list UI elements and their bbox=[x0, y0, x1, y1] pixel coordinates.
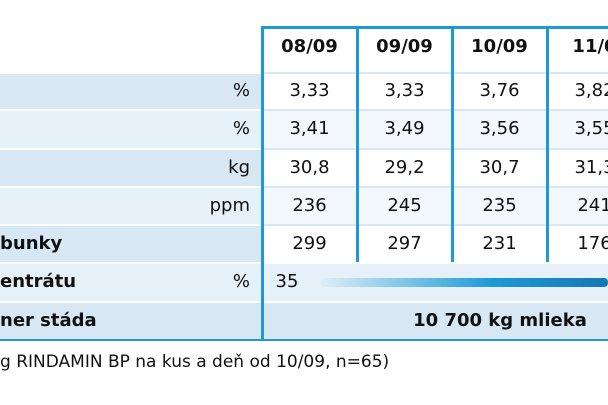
data-cell: 29,2 bbox=[384, 156, 425, 178]
data-cell-bg bbox=[262, 72, 357, 109]
data-cell: 3,33 bbox=[289, 80, 330, 101]
data-cell: 297 bbox=[387, 232, 422, 254]
data-cell: 299 bbox=[292, 232, 327, 254]
header-cell: 08/09 bbox=[281, 35, 338, 57]
header-cell: 10/09 bbox=[471, 35, 528, 57]
data-cell-bg bbox=[547, 109, 608, 148]
arrow-bar bbox=[320, 277, 608, 287]
header-blank bbox=[0, 28, 262, 64]
column-border bbox=[451, 26, 454, 262]
row-unit: % bbox=[232, 80, 250, 101]
data-cell: 3,49 bbox=[384, 118, 425, 139]
data-cell-bg bbox=[357, 72, 452, 109]
data-cell: 35 bbox=[275, 271, 299, 292]
row-label-bg bbox=[0, 109, 262, 148]
data-cell: 3,41 bbox=[289, 118, 330, 139]
row-unit: ppm bbox=[209, 194, 250, 216]
data-cell-bg bbox=[452, 72, 547, 109]
data-cell: 176 bbox=[577, 232, 608, 254]
data-cell: 3,55 bbox=[574, 118, 608, 139]
data-cell: 3,56 bbox=[479, 118, 520, 139]
row-label-bg bbox=[0, 186, 262, 224]
data-cell: 231 bbox=[482, 232, 517, 254]
data-cell-bg bbox=[357, 224, 452, 262]
data-cell: 3,33 bbox=[384, 80, 425, 101]
data-cell-bg bbox=[452, 148, 547, 186]
column-border bbox=[261, 26, 264, 340]
row-label-bg bbox=[0, 148, 262, 186]
header-cell: 09/09 bbox=[376, 35, 433, 57]
data-cell-bg bbox=[452, 109, 547, 148]
row-unit: % bbox=[232, 118, 250, 139]
row-label: ner stáda bbox=[0, 310, 97, 331]
data-cell-bg bbox=[357, 148, 452, 186]
row-label: bunky bbox=[0, 232, 63, 254]
data-cell-bg bbox=[547, 186, 608, 224]
data-cell-bg bbox=[547, 72, 608, 109]
table-bottom bbox=[0, 339, 608, 341]
header-border bbox=[262, 26, 608, 29]
row-unit: % bbox=[232, 271, 250, 292]
data-cell-bg bbox=[262, 109, 357, 148]
data-cell-bg bbox=[452, 224, 547, 262]
data-cell-bg bbox=[547, 148, 608, 186]
footnote: g RINDAMIN BP na kus a deň od 10/09, n=6… bbox=[0, 352, 390, 372]
data-cell: 30,7 bbox=[479, 156, 520, 178]
data-cell-bg bbox=[357, 186, 452, 224]
row-label-bg bbox=[0, 224, 262, 262]
row-label: entrátu bbox=[0, 271, 77, 292]
merged-cell: 10 700 kg mlieka bbox=[413, 310, 587, 331]
data-cell: 236 bbox=[292, 194, 327, 216]
data-cell-bg bbox=[262, 224, 357, 262]
column-border bbox=[356, 26, 359, 262]
row-label-bg bbox=[0, 262, 262, 301]
data-cell: 245 bbox=[387, 194, 422, 216]
header-cell: 11/0 bbox=[572, 35, 608, 57]
data-cell: 3,82 bbox=[574, 80, 608, 101]
data-cell: 3,76 bbox=[479, 80, 520, 101]
data-cell-bg bbox=[357, 109, 452, 148]
column-border bbox=[546, 26, 549, 262]
data-cell-bg bbox=[262, 186, 357, 224]
row-label-bg bbox=[0, 72, 262, 109]
data-cell-bg bbox=[547, 224, 608, 262]
row-label-bg bbox=[0, 301, 262, 340]
data-cell: 30,8 bbox=[289, 156, 330, 178]
data-cell-bg bbox=[262, 148, 357, 186]
data-cell: 235 bbox=[482, 194, 517, 216]
data-cell: 31,3 bbox=[574, 156, 608, 178]
row-unit: kg bbox=[228, 156, 250, 178]
data-cell-bg bbox=[452, 186, 547, 224]
row-data-bg bbox=[262, 301, 608, 340]
data-cell: 241 bbox=[577, 194, 608, 216]
